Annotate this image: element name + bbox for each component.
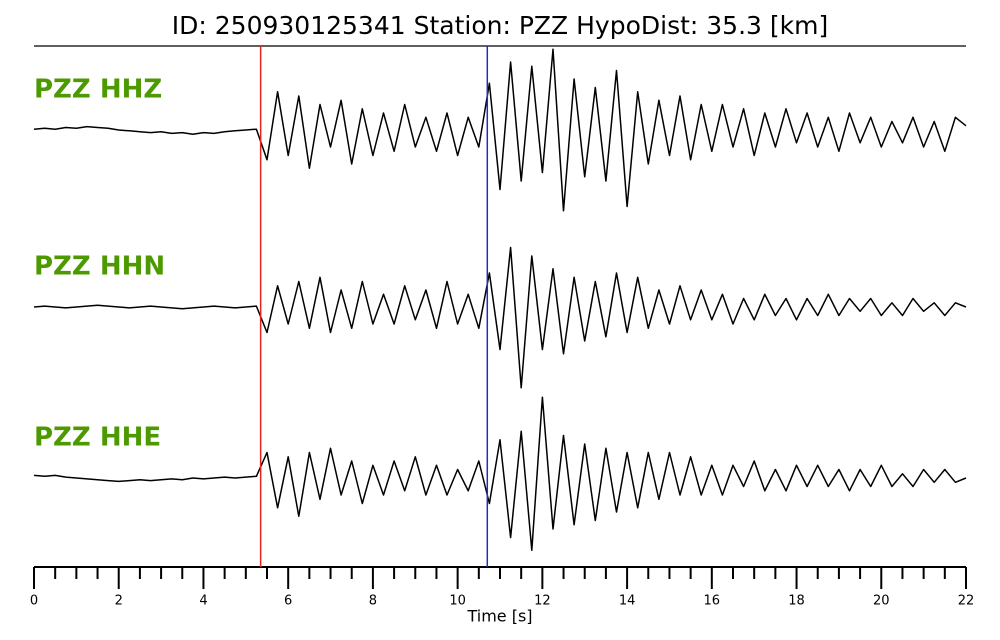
trace-name: PZZ HHE (34, 423, 161, 453)
x-tick-label: 4 (199, 594, 207, 609)
x-tick-label: 0 (30, 594, 38, 609)
x-tick-label: 2 (115, 594, 123, 609)
x-tick-label: 12 (534, 594, 551, 609)
x-tick-label: 18 (788, 594, 805, 609)
x-tick-label: 14 (619, 594, 636, 609)
waveform (33, 396, 967, 552)
x-tick-label: 10 (449, 594, 466, 609)
x-tick-label: 6 (284, 594, 292, 609)
trace-name: PZZ HHZ (34, 75, 162, 105)
chart-title: ID: 250930125341 Station: PZZ HypoDist: … (172, 11, 828, 40)
trace-name: PZZ HHN (34, 252, 165, 282)
x-tick-label: 20 (873, 594, 890, 609)
waveform (33, 48, 967, 212)
x-axis-label: Time [s] (466, 607, 532, 626)
x-tick-label: 8 (369, 594, 377, 609)
x-tick-label: 16 (704, 594, 721, 609)
x-tick-label: 22 (958, 594, 975, 609)
waveform (33, 246, 967, 389)
